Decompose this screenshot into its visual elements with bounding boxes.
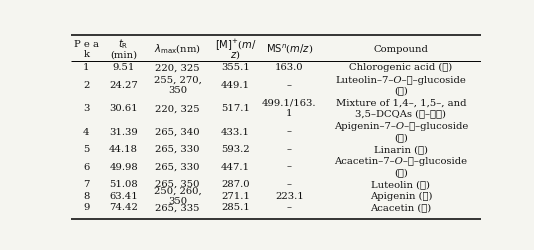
Text: Compound: Compound [373,45,428,54]
Text: –: – [287,202,292,211]
Text: $\lambda_{\mathrm{max}}$(nm): $\lambda_{\mathrm{max}}$(nm) [154,42,201,56]
Text: 24.27: 24.27 [109,80,138,90]
Text: 449.1: 449.1 [221,80,250,90]
Text: 265, 350: 265, 350 [155,179,200,188]
Text: Mixture of 1,4–, 1,5–, and
3,5–DCQAs (𝟗–𝟏𝟏): Mixture of 1,4–, 1,5–, and 3,5–DCQAs (𝟗–… [336,98,466,118]
Text: 44.18: 44.18 [109,144,138,154]
Text: 433.1: 433.1 [221,127,250,136]
Text: 271.1: 271.1 [221,191,250,200]
Text: 517.1: 517.1 [221,104,250,113]
Text: 255, 270,
350: 255, 270, 350 [153,75,201,95]
Text: 6: 6 [83,162,90,171]
Text: $\mathrm{MS}^{n}$($m/z$): $\mathrm{MS}^{n}$($m/z$) [265,43,313,56]
Text: 447.1: 447.1 [221,162,250,171]
Text: $[\mathrm{M}]^{+}$($m/$: $[\mathrm{M}]^{+}$($m/$ [215,37,256,52]
Text: 265, 335: 265, 335 [155,202,200,211]
Text: 265, 340: 265, 340 [155,127,200,136]
Text: Apigenin–7–𝑂–𝛽–glucoside
(𝟓): Apigenin–7–𝑂–𝛽–glucoside (𝟓) [334,122,468,141]
Text: 51.08: 51.08 [109,179,138,188]
Text: 74.42: 74.42 [109,202,138,211]
Text: 250, 260,
350: 250, 260, 350 [154,186,201,205]
Text: 3: 3 [83,104,90,113]
Text: 63.41: 63.41 [109,191,138,200]
Text: 31.39: 31.39 [109,127,138,136]
Text: 220, 325: 220, 325 [155,63,200,72]
Text: –: – [287,179,292,188]
Text: Luteolin–7–𝑂–𝛽–glucoside
(𝟔): Luteolin–7–𝑂–𝛽–glucoside (𝟔) [335,75,466,95]
Text: Acacetin (𝟏): Acacetin (𝟏) [370,202,431,211]
Text: Apigenin (𝟐): Apigenin (𝟐) [370,191,432,200]
Text: Luteolin (𝟑): Luteolin (𝟑) [372,179,430,188]
Text: 1: 1 [83,63,90,72]
Text: Chlorogenic acid (𝟖): Chlorogenic acid (𝟖) [349,63,452,72]
Text: 593.2: 593.2 [221,144,250,154]
Text: 265, 330: 265, 330 [155,162,200,171]
Text: 9.51: 9.51 [113,63,135,72]
Text: 287.0: 287.0 [221,179,250,188]
Text: 7: 7 [83,179,90,188]
Text: –: – [287,80,292,90]
Text: 4: 4 [83,127,90,136]
Text: 49.98: 49.98 [109,162,138,171]
Text: 220, 325: 220, 325 [155,104,200,113]
Text: Acacetin–7–𝑂–𝛽–glucoside
(𝟒): Acacetin–7–𝑂–𝛽–glucoside (𝟒) [334,157,467,176]
Text: 163.0: 163.0 [275,63,303,72]
Text: 285.1: 285.1 [221,202,250,211]
Text: k: k [83,50,89,59]
Text: P e a: P e a [74,40,99,48]
Text: –: – [287,162,292,171]
Text: $t_{\mathrm{R}}$: $t_{\mathrm{R}}$ [119,37,129,51]
Text: 2: 2 [83,80,90,90]
Text: 499.1/163.
1: 499.1/163. 1 [262,98,317,118]
Text: (min): (min) [110,50,137,59]
Text: 9: 9 [83,202,90,211]
Text: 30.61: 30.61 [109,104,138,113]
Text: 223.1: 223.1 [275,191,303,200]
Text: –: – [287,127,292,136]
Text: 5: 5 [83,144,90,154]
Text: $z$): $z$) [230,48,241,61]
Text: 355.1: 355.1 [221,63,250,72]
Text: –: – [287,144,292,154]
Text: Linarin (𝟕): Linarin (𝟕) [374,144,428,154]
Text: 8: 8 [83,191,90,200]
Text: 265, 330: 265, 330 [155,144,200,154]
